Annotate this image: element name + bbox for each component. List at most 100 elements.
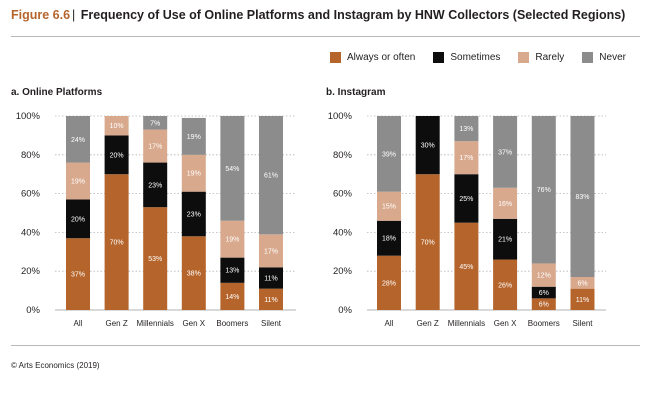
bar-online-2-0 bbox=[143, 207, 168, 310]
bar-instagram-2-1 bbox=[454, 174, 479, 223]
y-tick-label-online-2: 40% bbox=[21, 227, 41, 238]
data-label-online-1-1: 20% bbox=[110, 152, 124, 159]
data-label-instagram-1-0: 70% bbox=[421, 240, 435, 247]
x-tick-label-online-2: Millennials bbox=[137, 319, 174, 328]
data-label-online-1-0: 70% bbox=[110, 240, 124, 247]
legend-label-sometimes: Sometimes bbox=[450, 52, 501, 63]
bar-online-2-2 bbox=[143, 129, 168, 163]
data-label-online-5-1: 11% bbox=[264, 275, 278, 282]
data-label-instagram-2-0: 45% bbox=[459, 264, 473, 271]
y-tick-label-online-3: 60% bbox=[21, 189, 41, 200]
data-label-instagram-1-1: 30% bbox=[421, 143, 435, 150]
bar-online-0-2 bbox=[66, 162, 90, 200]
data-label-instagram-3-2: 16% bbox=[498, 201, 512, 208]
data-label-online-0-2: 19% bbox=[71, 178, 85, 185]
data-label-online-3-2: 19% bbox=[187, 171, 201, 178]
y-tick-label-instagram-3: 60% bbox=[333, 189, 353, 200]
data-label-online-2-1: 23% bbox=[148, 182, 162, 189]
y-tick-label-instagram-5: 100% bbox=[328, 111, 353, 122]
x-tick-label-online-0: All bbox=[74, 319, 83, 328]
bar-online-3-3 bbox=[181, 117, 206, 155]
data-label-instagram-2-1: 25% bbox=[459, 196, 473, 203]
x-tick-label-instagram-0: All bbox=[385, 319, 394, 328]
data-label-online-3-3: 19% bbox=[187, 134, 201, 141]
y-tick-label-instagram-4: 80% bbox=[333, 150, 353, 161]
x-tick-label-instagram-3: Gen X bbox=[494, 319, 517, 328]
data-label-online-3-0: 38% bbox=[187, 271, 201, 278]
panel-title-online: a. Online Platforms bbox=[11, 87, 103, 98]
bar-online-3-0 bbox=[181, 236, 206, 310]
bar-instagram-0-0 bbox=[377, 255, 401, 310]
legend-swatch-never bbox=[582, 52, 594, 63]
top-rule bbox=[11, 36, 640, 37]
bar-instagram-4-3 bbox=[531, 116, 556, 264]
legend-swatch-rarely bbox=[518, 52, 530, 63]
data-label-online-4-2: 19% bbox=[225, 237, 239, 244]
bar-instagram-3-0 bbox=[493, 259, 518, 310]
data-label-instagram-4-1: 6% bbox=[539, 290, 549, 297]
data-label-instagram-3-3: 37% bbox=[498, 149, 512, 156]
legend-swatch-sometimes bbox=[433, 52, 445, 63]
bar-online-1-2 bbox=[104, 116, 129, 136]
bar-online-5-2 bbox=[259, 234, 283, 268]
bar-instagram-0-2 bbox=[377, 191, 401, 221]
bar-instagram-3-3 bbox=[493, 116, 518, 188]
data-label-instagram-0-1: 18% bbox=[382, 236, 396, 243]
x-tick-label-online-5: Silent bbox=[261, 319, 282, 328]
data-label-online-5-3: 61% bbox=[264, 173, 278, 180]
figure-title-text: Frequency of Use of Online Platforms and… bbox=[80, 8, 626, 22]
figure-label: Figure 6.6 bbox=[11, 8, 71, 22]
x-tick-label-instagram-4: Boomers bbox=[528, 319, 560, 328]
bar-online-3-2 bbox=[181, 154, 206, 192]
bar-instagram-5-0 bbox=[570, 288, 595, 310]
bar-instagram-3-1 bbox=[493, 218, 518, 260]
data-label-online-2-0: 53% bbox=[148, 256, 162, 263]
bar-online-1-0 bbox=[104, 174, 129, 310]
data-label-online-4-0: 14% bbox=[225, 294, 239, 301]
data-label-instagram-3-1: 21% bbox=[498, 237, 512, 244]
bar-instagram-2-2 bbox=[454, 141, 479, 175]
data-label-online-0-3: 24% bbox=[71, 137, 85, 144]
x-tick-label-instagram-1: Gen Z bbox=[417, 319, 439, 328]
data-label-online-0-0: 37% bbox=[71, 272, 85, 279]
bar-instagram-5-2 bbox=[570, 277, 595, 289]
bar-instagram-3-2 bbox=[493, 187, 518, 219]
bar-online-4-3 bbox=[220, 116, 245, 221]
bar-online-0-1 bbox=[66, 199, 90, 239]
data-label-online-2-2: 17% bbox=[148, 144, 162, 151]
y-tick-label-instagram-0: 0% bbox=[338, 305, 352, 316]
bottom-rule bbox=[11, 345, 640, 346]
data-label-online-0-1: 20% bbox=[71, 216, 85, 223]
bar-online-4-1 bbox=[220, 257, 245, 283]
bar-instagram-4-1 bbox=[531, 286, 556, 299]
x-tick-label-instagram-2: Millennials bbox=[448, 319, 485, 328]
bar-instagram-2-0 bbox=[454, 222, 479, 310]
bar-online-1-1 bbox=[104, 135, 129, 175]
data-label-instagram-4-0: 6% bbox=[539, 302, 549, 309]
data-label-instagram-0-2: 15% bbox=[382, 204, 396, 211]
data-label-instagram-4-3: 76% bbox=[537, 187, 551, 194]
y-tick-label-online-1: 20% bbox=[21, 266, 41, 277]
x-tick-label-online-4: Boomers bbox=[216, 319, 248, 328]
data-label-instagram-4-2: 12% bbox=[537, 273, 551, 280]
bar-instagram-4-0 bbox=[531, 298, 556, 310]
legend-item-sometimes: Sometimes bbox=[433, 52, 500, 63]
legend-label-always: Always or often bbox=[347, 52, 416, 63]
bar-instagram-0-1 bbox=[377, 220, 401, 256]
data-label-instagram-2-3: 13% bbox=[459, 126, 473, 133]
bar-online-5-3 bbox=[259, 116, 283, 235]
bar-instagram-0-3 bbox=[377, 116, 401, 192]
data-label-online-1-2: 10% bbox=[110, 123, 124, 130]
data-label-instagram-5-3: 83% bbox=[575, 194, 589, 201]
bar-online-2-1 bbox=[143, 162, 168, 208]
data-label-instagram-2-2: 17% bbox=[459, 155, 473, 162]
bar-online-3-1 bbox=[181, 191, 206, 237]
bar-online-5-1 bbox=[259, 267, 283, 289]
data-label-instagram-0-0: 28% bbox=[382, 280, 396, 287]
bar-instagram-1-0 bbox=[415, 174, 440, 310]
legend-swatch-always bbox=[330, 52, 341, 63]
y-tick-label-online-0: 0% bbox=[26, 305, 40, 316]
legend-item-always: Always or often bbox=[330, 52, 415, 63]
bar-instagram-5-3 bbox=[570, 116, 595, 278]
